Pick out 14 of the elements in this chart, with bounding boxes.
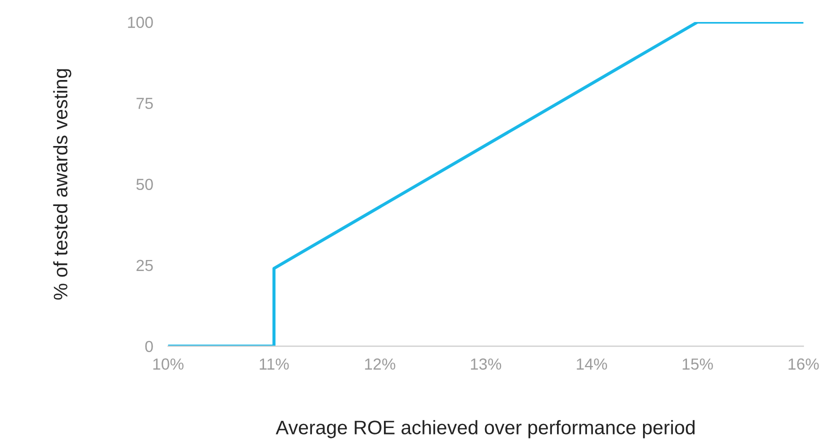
y-tick-label: 50 <box>136 178 153 190</box>
x-tick-label: 15% <box>682 358 713 370</box>
x-tick-label: 10% <box>153 358 184 370</box>
x-tick-label: 12% <box>365 358 396 370</box>
x-tick-label: 14% <box>576 358 608 370</box>
y-axis-title: % of tested awards vesting <box>53 69 72 300</box>
x-tick-label: 13% <box>470 358 502 370</box>
y-tick-label: 0 <box>145 340 153 352</box>
x-axis-title: Average ROE achieved over performance period <box>276 420 695 438</box>
y-tick-label: 25 <box>136 260 153 272</box>
y-tick-label: 75 <box>136 98 153 110</box>
x-tick-label: 16% <box>788 358 819 370</box>
y-tick-label: 100 <box>128 16 153 28</box>
x-tick-label: 11% <box>260 358 289 370</box>
